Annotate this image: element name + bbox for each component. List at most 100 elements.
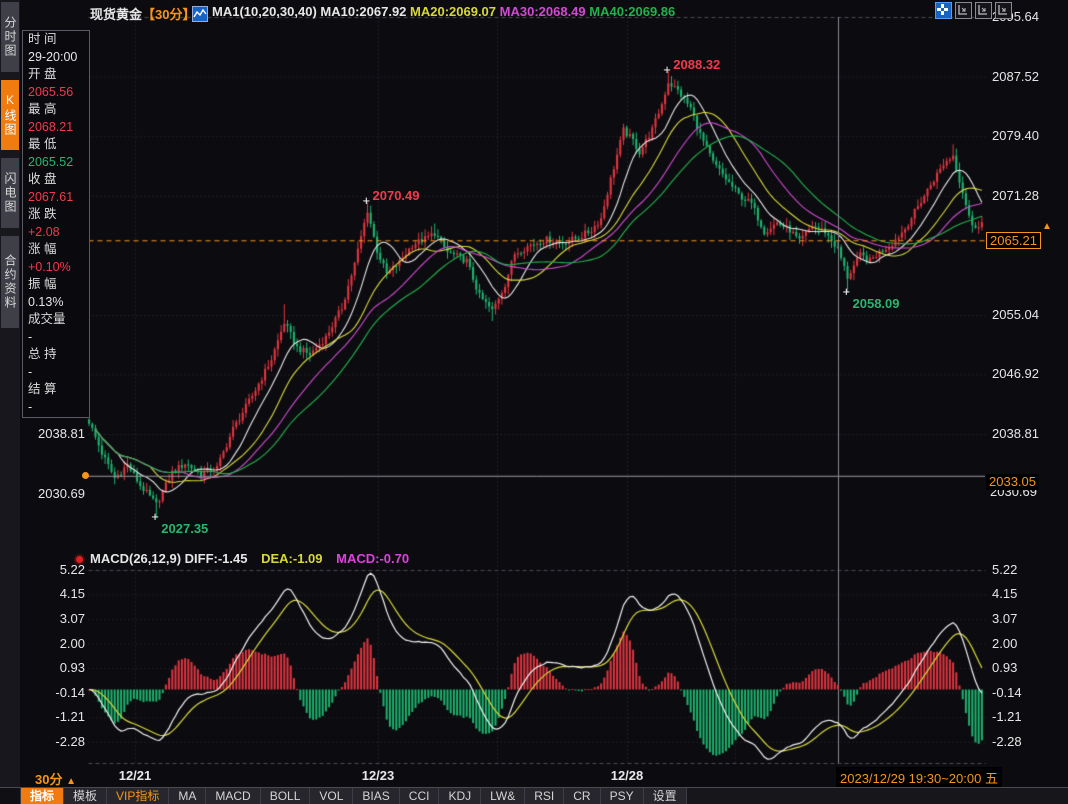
quote-info-panel: 时 间 29-20:00 开 盘 2065.56 最 高 2068.21 最 低 2065.5… (22, 30, 90, 418)
info-label: 收 盘 (28, 172, 57, 186)
crosshair-mode-icon[interactable] (935, 2, 952, 19)
ma10-value: MA10:2067.92 (320, 4, 407, 19)
date-tick-label: 12/21 (118, 768, 152, 783)
ma-values: MA10:2067.92 MA20:2069.07 MA30:2068.49 M… (320, 4, 675, 19)
toolbar-item-VIPxx[interactable]: VIP指标 (107, 788, 170, 804)
macd-legend: MACD(26,12,9) DIFF:-1.45 DEA:-1.09 MACD:… (90, 551, 409, 566)
info-label: 振 幅 (28, 277, 57, 291)
toolbar-item-MA[interactable]: MA (169, 788, 207, 804)
axis-label-right: 2055.04 (992, 306, 1039, 322)
info-label: 开 盘 (28, 67, 57, 81)
sidebar-tab-time-chart[interactable]: 分时图 (1, 2, 19, 72)
macd-axis-label-right: 4.15 (992, 586, 1018, 602)
info-value: 2065.52 (28, 154, 74, 169)
macd-axis-label-left: -2.28 (55, 733, 85, 749)
macd-axis-label-right: -2.28 (992, 733, 1022, 749)
toolbar-item-BOLL[interactable]: BOLL (260, 788, 311, 804)
period-dropdown-arrow-icon: ▲ (66, 776, 76, 787)
date-tick-label: 12/28 (610, 768, 644, 783)
chart-toolbar-icons (932, 2, 1012, 20)
macd-axis-label-right: 2.00 (992, 635, 1018, 651)
current-candle-time-badge: 2023/12/29 19:30~20:00 五 (836, 767, 1002, 788)
toolbar-item-LWx[interactable]: LW& (481, 788, 526, 804)
axis-label-right: 2087.52 (992, 68, 1039, 84)
toolbar-item-VOL[interactable]: VOL (310, 788, 354, 804)
extreme-cross-marker: + (842, 283, 851, 299)
toolbar-item-BIAS[interactable]: BIAS (353, 788, 400, 804)
info-label: 最 高 (28, 102, 57, 116)
axis-zoom-in-icon[interactable] (955, 2, 972, 19)
current-price-badge: 2065.21 (986, 232, 1041, 249)
info-label: 总 持 (28, 347, 57, 361)
info-label: 涨 跌 (28, 207, 57, 221)
period-selector[interactable]: 30分 ▲ (35, 772, 76, 787)
axis-label-left: 2038.81 (38, 426, 85, 441)
toolbar-item-PSY[interactable]: PSY (600, 788, 644, 804)
info-value: +0.10% (28, 259, 71, 274)
pan-right-icon[interactable] (995, 2, 1012, 19)
toolbar-item-xx[interactable]: 设置 (643, 788, 687, 804)
chart-type-tab-strip: 分时图 K线图闪电图合约资料 (0, 0, 20, 788)
toolbar-empty-area (686, 788, 1068, 804)
sidebar-tab-flash-chart[interactable]: 闪电图 (1, 158, 19, 228)
macd-axis-label-right: -1.21 (992, 709, 1022, 725)
toolbar-item-MACD[interactable]: MACD (206, 788, 261, 804)
axis-label-right: 2038.81 (992, 426, 1039, 441)
extreme-price-label: 2058.09 (852, 295, 900, 311)
symbol-name: 现货黄金 (90, 7, 143, 22)
info-value: - (28, 399, 33, 414)
axis-zoom-out-icon[interactable] (975, 2, 992, 19)
macd-axis-label-left: 3.07 (59, 611, 85, 627)
info-label: 成交量 (28, 312, 66, 326)
sidebar-tab-contract-info[interactable]: 合约资料 (1, 236, 19, 328)
toolbar-item-xx[interactable]: 指标 (21, 788, 65, 804)
axis-label-right: 2046.92 (992, 366, 1039, 382)
extreme-cross-marker: + (151, 509, 159, 525)
axis-label-left: 2030.69 (38, 485, 85, 501)
macd-axis-label-right: 3.07 (992, 611, 1018, 627)
page-title: 现货黄金【30分】 (90, 4, 195, 23)
toolbar-item-CR[interactable]: CR (564, 788, 601, 804)
macd-axis-label-left: 2.00 (59, 635, 85, 651)
macd-axis-label-left: 5.22 (59, 561, 85, 577)
sidebar-tab-kline-chart[interactable]: K线图 (1, 80, 19, 150)
extreme-cross-marker: + (362, 192, 371, 208)
info-label: 结 算 (28, 382, 57, 396)
extreme-price-label: 2088.32 (673, 56, 721, 72)
info-label: 最 低 (28, 137, 57, 151)
hline-anchor-dot[interactable] (82, 472, 89, 479)
info-label: 时 间 (28, 32, 57, 46)
info-value: 29-20:00 (28, 49, 78, 64)
indicator-live-icon[interactable] (76, 556, 83, 563)
extreme-price-label: 2070.49 (372, 187, 420, 203)
axis-label-right: 2079.40 (992, 128, 1039, 144)
toolbar-item-RSI[interactable]: RSI (525, 788, 565, 804)
ma-group-label: MA1(10,20,30,40) (212, 4, 317, 19)
macd-axis-label-right: -0.14 (992, 684, 1022, 700)
info-value: - (28, 329, 33, 344)
line-chart-icon (192, 6, 208, 22)
indicator-toolbar: 指标 模板 VIP指标 MA MACD BOLL VOL BIAS CCI KDJ LW& RSI CR… (0, 787, 1068, 804)
extreme-cross-marker: + (663, 61, 671, 77)
macd-diff-label: MACD(26,12,9) DIFF:-1.45 (90, 551, 248, 566)
macd-macd-label: MACD:-0.70 (336, 551, 410, 566)
date-tick-label: 12/23 (361, 768, 395, 783)
info-value: 2067.61 (28, 189, 74, 204)
hline-price-badge: 2033.05 (986, 474, 1039, 490)
toolbar-item-KDJ[interactable]: KDJ (439, 788, 482, 804)
toolbar-item-xx[interactable]: 模板 (64, 788, 108, 804)
info-value: +2.08 (28, 224, 60, 239)
toolbar-item-CCI[interactable]: CCI (399, 788, 440, 804)
macd-axis-label-left: -1.21 (55, 709, 85, 725)
ma-legend: MA1(10,20,30,40) MA10:2067.92 MA20:2069.… (212, 4, 675, 19)
macd-axis-label-right: 0.93 (992, 660, 1018, 676)
info-label: 涨 幅 (28, 242, 57, 256)
toolbar-corner (0, 788, 21, 804)
macd-dea-label: DEA:-1.09 (261, 551, 323, 566)
price-up-arrow-icon: ▲ (1042, 221, 1052, 232)
ma40-value: MA40:2069.86 (585, 4, 676, 19)
axis-label-right: 2071.28 (992, 187, 1039, 203)
macd-axis-label-right: 5.22 (992, 561, 1018, 577)
